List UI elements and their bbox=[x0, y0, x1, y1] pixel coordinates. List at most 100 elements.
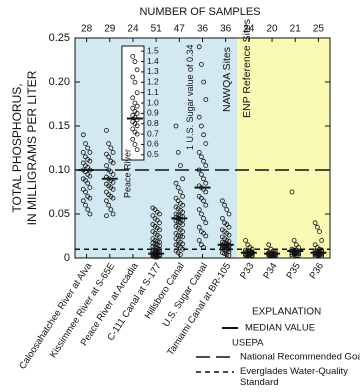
data-point bbox=[150, 244, 156, 249]
data-point bbox=[83, 141, 88, 147]
inset-point bbox=[134, 123, 140, 129]
sample-count: 24 bbox=[127, 24, 139, 35]
inset-point bbox=[132, 100, 138, 106]
inset-point bbox=[132, 59, 138, 64]
legend-label: National Recommended Goal bbox=[240, 352, 360, 363]
data-point bbox=[219, 215, 225, 221]
data-point bbox=[289, 252, 295, 257]
inset-point bbox=[130, 95, 136, 101]
data-point bbox=[222, 202, 227, 208]
inset-tick-label: 0.8 bbox=[147, 118, 159, 128]
group-background bbox=[75, 38, 238, 258]
data-point bbox=[180, 246, 186, 252]
legend-median-label: MEDIAN VALUE bbox=[245, 323, 315, 334]
data-point bbox=[219, 250, 225, 256]
inset-point bbox=[134, 103, 140, 109]
data-point bbox=[157, 227, 162, 233]
inset-point bbox=[134, 147, 140, 153]
data-point bbox=[104, 213, 109, 219]
sample-count: 28 bbox=[81, 24, 93, 35]
inset-point bbox=[134, 110, 140, 116]
data-point bbox=[196, 224, 202, 230]
data-point bbox=[80, 198, 86, 204]
legend-label: Everglades Water-Quality Standard bbox=[240, 366, 348, 388]
inset-tick-label: 1.3 bbox=[147, 66, 159, 76]
data-point bbox=[198, 123, 204, 129]
sample-count: 24 bbox=[243, 24, 255, 35]
data-point bbox=[110, 179, 116, 185]
y-tick-label: 0.10 bbox=[49, 164, 70, 176]
data-point bbox=[150, 240, 156, 246]
data-point bbox=[201, 176, 207, 182]
legend-title: EXPLANATION bbox=[252, 307, 321, 318]
data-point bbox=[201, 79, 207, 85]
data-point bbox=[173, 180, 179, 186]
data-point bbox=[196, 114, 202, 120]
inset-point bbox=[130, 53, 136, 59]
x-tick-label: P34 bbox=[261, 261, 279, 281]
data-point bbox=[243, 237, 248, 243]
legend-heading: USEPA bbox=[232, 338, 264, 349]
data-point bbox=[226, 211, 232, 217]
y-tick-label: 0.20 bbox=[49, 76, 70, 88]
sample-count: 36 bbox=[220, 24, 232, 35]
data-point bbox=[289, 189, 295, 195]
inset-point bbox=[134, 131, 140, 137]
data-point bbox=[222, 251, 227, 257]
data-point bbox=[110, 149, 116, 155]
inset-point bbox=[132, 79, 138, 85]
data-point bbox=[226, 224, 232, 230]
inset-point bbox=[132, 142, 138, 147]
data-point bbox=[104, 127, 109, 133]
data-point bbox=[175, 185, 181, 191]
data-point bbox=[87, 211, 93, 217]
sample-count: 21 bbox=[290, 24, 302, 35]
data-point bbox=[293, 252, 299, 258]
y-axis-title: TOTAL PHOSPHORUS, bbox=[10, 83, 24, 212]
inset-point bbox=[134, 67, 140, 73]
data-point bbox=[85, 145, 91, 151]
data-point bbox=[201, 245, 207, 250]
data-point bbox=[219, 246, 225, 252]
data-point bbox=[291, 237, 297, 243]
data-point bbox=[180, 229, 186, 235]
inset-point bbox=[130, 136, 136, 142]
data-point bbox=[198, 171, 204, 177]
data-point bbox=[180, 234, 186, 240]
y-axis-title: IN MILLIGRAMS PER LITER bbox=[25, 70, 39, 225]
data-point bbox=[198, 211, 204, 217]
inset-tick-label: 1.0 bbox=[147, 97, 159, 107]
data-point bbox=[180, 222, 186, 227]
inset-point bbox=[130, 74, 136, 80]
data-point bbox=[83, 202, 88, 208]
data-point bbox=[196, 167, 202, 173]
data-point bbox=[87, 158, 93, 164]
sample-count: 36 bbox=[197, 24, 209, 35]
data-point bbox=[201, 215, 207, 221]
data-point bbox=[226, 232, 232, 238]
data-point bbox=[110, 171, 116, 177]
inset-point bbox=[130, 105, 136, 111]
data-point bbox=[104, 198, 109, 204]
data-point bbox=[312, 220, 318, 226]
inset-tick-label: 1.5 bbox=[147, 45, 159, 55]
data-point bbox=[196, 149, 202, 155]
sample-count: 20 bbox=[266, 24, 278, 35]
data-point bbox=[87, 149, 93, 155]
data-point bbox=[224, 207, 230, 213]
inset-point bbox=[130, 126, 136, 132]
data-point bbox=[106, 154, 112, 160]
plot-frame bbox=[74, 37, 331, 259]
group-label: ENP Reference Sites bbox=[241, 19, 253, 118]
data-point bbox=[83, 189, 88, 195]
data-point bbox=[266, 242, 272, 248]
data-point bbox=[180, 241, 186, 247]
data-point bbox=[203, 97, 209, 102]
sample-count: 51 bbox=[151, 24, 163, 35]
top-axis-title: NUMBER OF SAMPLES bbox=[139, 6, 260, 18]
data-point bbox=[201, 132, 207, 138]
data-point bbox=[224, 252, 230, 257]
data-point bbox=[319, 237, 325, 243]
data-point bbox=[203, 163, 209, 169]
inset-point bbox=[134, 90, 140, 96]
